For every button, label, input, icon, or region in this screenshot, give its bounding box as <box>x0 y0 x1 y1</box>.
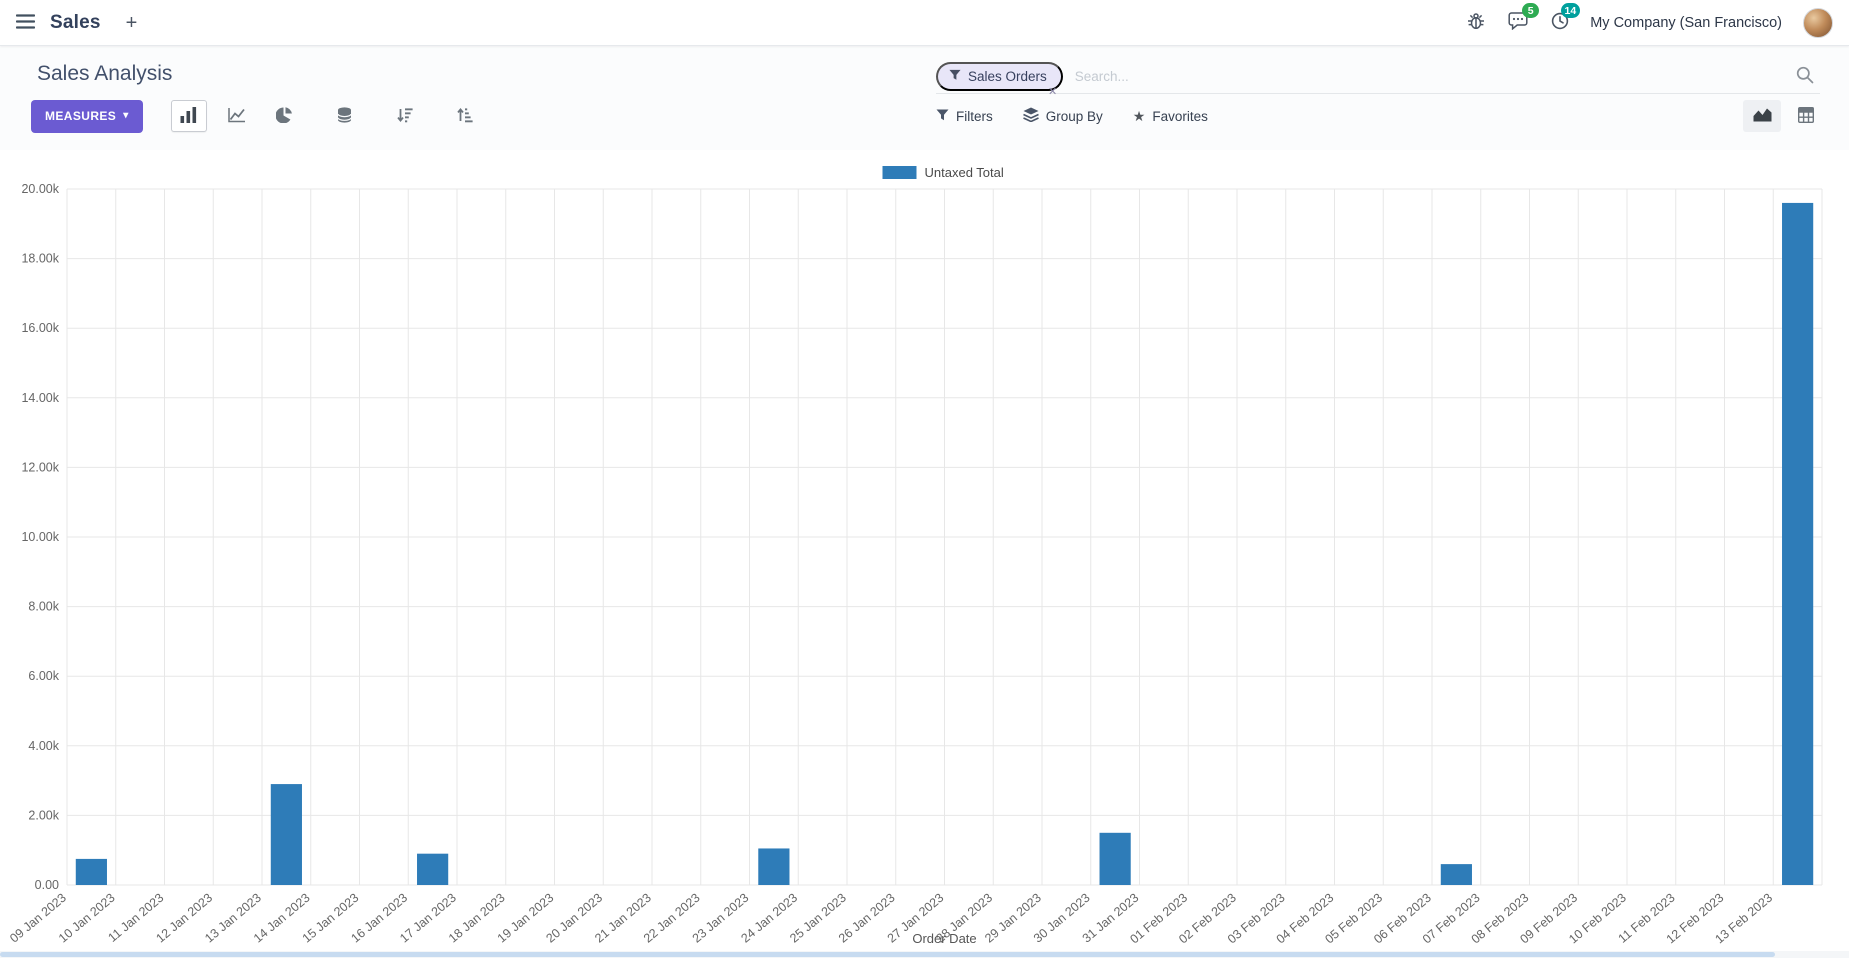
y-tick-label: 18.00k <box>21 252 59 266</box>
y-tick-label: 16.00k <box>21 321 59 335</box>
search-button[interactable] <box>1796 66 1814 87</box>
messages-count-badge: 5 <box>1522 3 1540 18</box>
y-tick-label: 12.00k <box>21 460 59 474</box>
sort-descending-icon <box>396 107 413 126</box>
activities-count-badge: 14 <box>1560 3 1581 18</box>
star-icon: ★ <box>1132 108 1146 124</box>
hamburger-menu-button[interactable] <box>14 12 37 34</box>
horizontal-scrollbar-track <box>0 951 1849 958</box>
bar-13 Feb 2023[interactable] <box>1782 202 1814 886</box>
sort-ascending-button[interactable] <box>447 100 483 132</box>
sort-descending-button[interactable] <box>387 100 423 132</box>
pie-chart-icon <box>275 106 293 126</box>
page-title: Sales Analysis <box>37 62 173 85</box>
bar-chart-icon <box>180 106 197 126</box>
filters-funnel-icon <box>936 109 949 124</box>
messages-button[interactable]: 5 <box>1506 3 1540 35</box>
legend-label[interactable]: Untaxed Total <box>925 165 1004 180</box>
user-menu-button[interactable] <box>1801 6 1835 40</box>
y-tick-label: 4.00k <box>28 739 59 753</box>
filters-button[interactable]: Filters <box>936 109 993 124</box>
y-tick-label: 6.00k <box>28 669 59 683</box>
bar-13 Jan 2023[interactable] <box>270 784 302 885</box>
database-stack-icon <box>337 106 352 126</box>
control-panel: Sales Analysis Sales Orders ✕ <box>0 46 1849 150</box>
y-tick-label: 2.00k <box>28 808 59 822</box>
bar-30 Jan 2023[interactable] <box>1099 832 1131 885</box>
facet-remove-button[interactable]: ✕ <box>1048 86 1058 98</box>
filters-label: Filters <box>956 108 993 124</box>
new-tab-plus-button[interactable]: + <box>125 11 138 34</box>
app-menu-sales[interactable]: Sales <box>50 11 101 33</box>
bug-icon <box>1467 12 1485 33</box>
sort-ascending-icon <box>456 107 473 126</box>
stacked-toggle-button[interactable] <box>327 100 363 132</box>
debug-bug-button[interactable] <box>1465 10 1487 35</box>
horizontal-scrollbar-thumb[interactable] <box>0 952 1776 957</box>
search-facet-sales-orders[interactable]: Sales Orders <box>936 62 1063 91</box>
search-options: Filters Group By ★ Favorites <box>936 99 1208 133</box>
bar-09 Jan 2023[interactable] <box>75 858 107 885</box>
y-tick-label: 20.00k <box>21 182 59 196</box>
filter-funnel-icon <box>949 69 961 84</box>
clock-icon <box>1551 12 1569 33</box>
search-bar: Sales Orders ✕ <box>936 60 1820 98</box>
line-chart-mode-button[interactable] <box>219 100 255 132</box>
pivot-view-button[interactable] <box>1787 100 1825 132</box>
favorites-label: Favorites <box>1152 108 1208 124</box>
graph-toolbar: MEASURES ▾ <box>31 99 483 133</box>
y-tick-label: 14.00k <box>21 391 59 405</box>
activities-button[interactable]: 14 <box>1549 3 1581 35</box>
favorites-button[interactable]: ★ Favorites <box>1133 109 1208 124</box>
bar-chart-mode-button[interactable] <box>170 100 207 132</box>
search-input[interactable] <box>1062 69 1796 84</box>
measures-button[interactable]: MEASURES ▾ <box>31 99 143 133</box>
pivot-table-icon <box>1797 106 1815 126</box>
graph-view-button[interactable] <box>1743 100 1781 132</box>
line-chart-icon <box>227 107 246 126</box>
user-avatar <box>1803 7 1833 38</box>
legend-swatch[interactable] <box>882 166 917 179</box>
company-switcher[interactable]: My Company (San Francisco) <box>1590 14 1782 31</box>
bar-23 Jan 2023[interactable] <box>758 848 790 885</box>
pie-chart-mode-button[interactable] <box>267 100 303 132</box>
area-chart-icon <box>1753 107 1772 125</box>
x-axis-title: Order Date <box>912 931 976 946</box>
layers-icon <box>1022 107 1039 125</box>
y-tick-label: 8.00k <box>28 600 59 614</box>
top-navbar: Sales + 5 <box>0 0 1849 46</box>
y-tick-label: 0.00 <box>35 878 59 892</box>
hamburger-icon <box>15 13 36 32</box>
magnifier-icon <box>1796 66 1814 87</box>
view-switcher <box>1743 99 1825 133</box>
group-by-label: Group By <box>1045 108 1103 124</box>
chat-bubble-icon <box>1508 12 1528 33</box>
y-tick-label: 10.00k <box>21 530 59 544</box>
facet-label: Sales Orders <box>968 69 1047 84</box>
group-by-button[interactable]: Group By <box>1022 107 1103 125</box>
bar-16 Jan 2023[interactable] <box>417 853 449 885</box>
chart-area: 0.00 2.00k 4.00k 6.00k 8.00k 10.00k 12.00k 14.0… <box>0 150 1849 958</box>
measures-label: MEASURES <box>45 109 117 123</box>
sales-analysis-bar-chart[interactable]: 0.00 2.00k 4.00k 6.00k 8.00k 10.00k 12.00k 14.0… <box>0 150 1849 958</box>
chevron-down-icon: ▾ <box>123 110 129 121</box>
bar-06 Feb 2023[interactable] <box>1440 864 1472 885</box>
